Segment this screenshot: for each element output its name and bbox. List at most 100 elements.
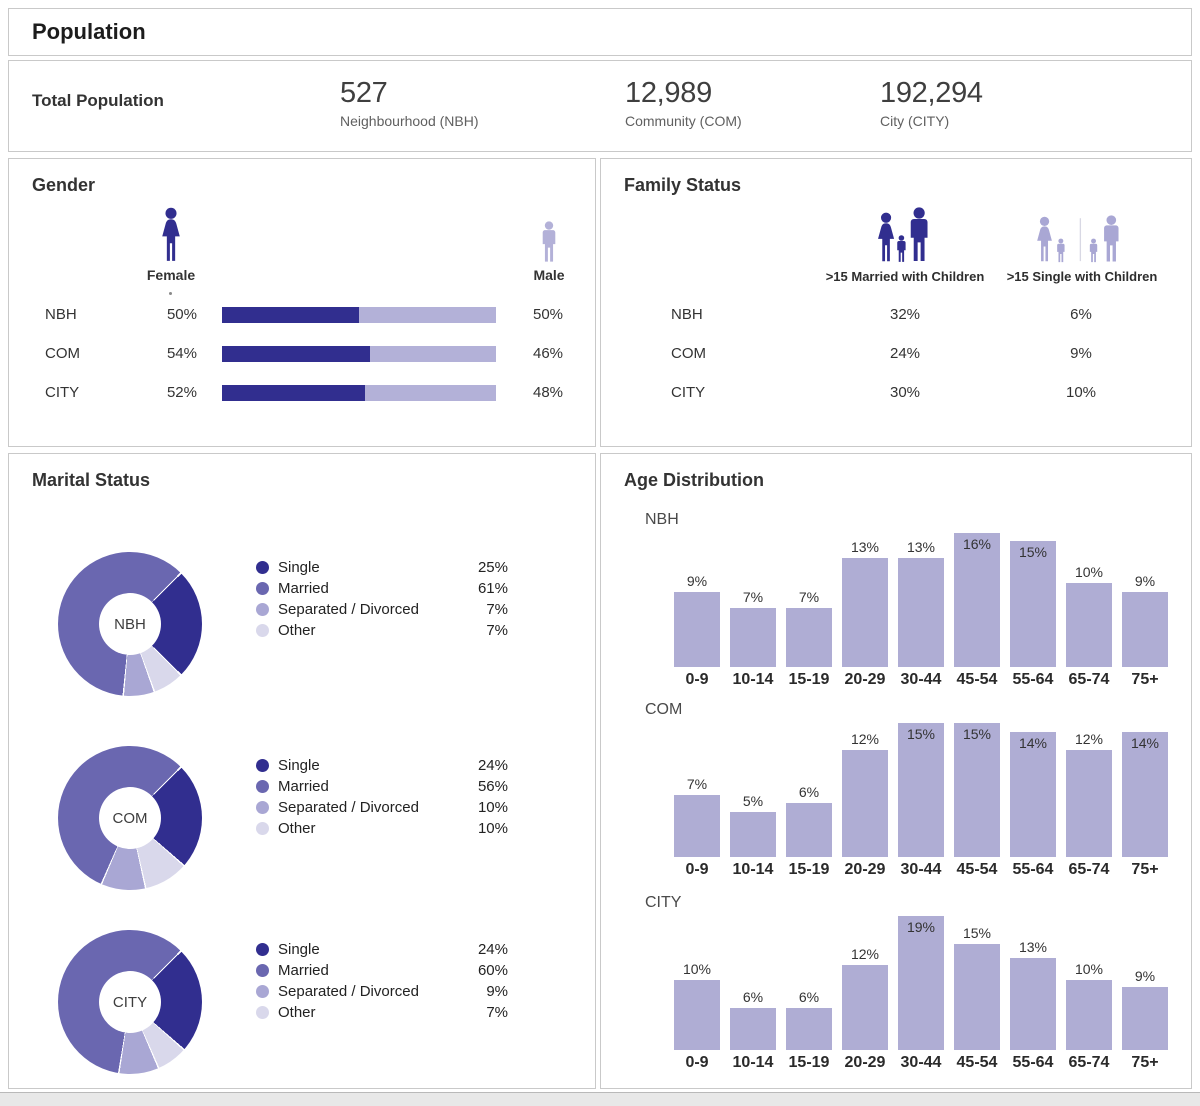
age-bar: 13%	[898, 539, 944, 667]
total-population-label: Total Population	[32, 91, 164, 110]
x-axis-label: 65-74	[1068, 671, 1110, 688]
age-bar-column: 10%	[1061, 961, 1117, 1050]
age-bar-value: 15%	[906, 726, 936, 742]
region-label: CITY	[45, 384, 80, 401]
legend-label: Single	[278, 941, 320, 958]
age-bar: 9%	[1122, 968, 1168, 1050]
age-bar-value: 9%	[686, 572, 708, 589]
age-chart-region-label: NBH	[645, 511, 679, 528]
x-axis-label: 55-64	[1012, 1054, 1054, 1071]
gender-stacked-bar	[222, 307, 496, 323]
age-bar-value: 10%	[1074, 564, 1104, 581]
legend-dot	[256, 1006, 269, 1019]
row-gender-family: Gender Female Male NBH 50% 50% COM 54% 46% CIT…	[8, 158, 1192, 447]
region-label: CITY	[671, 384, 706, 401]
legend-row: Single 24%	[256, 940, 508, 961]
family-status-row: NBH 32% 6%	[601, 306, 1191, 323]
age-bar-column: 19%	[893, 916, 949, 1050]
stat-label: Neighbourhood (NBH)	[340, 113, 479, 129]
age-bar: 7%	[674, 776, 720, 857]
legend-row: Other 7%	[256, 1003, 508, 1024]
legend-row: Separated / Divorced 7%	[256, 600, 508, 621]
age-bar-column: 7%	[725, 589, 781, 667]
marital-donut-nbh: NBH	[58, 552, 202, 696]
stat-label: Community (COM)	[625, 113, 742, 129]
age-bar-value: 10%	[1074, 960, 1104, 977]
single-with-children-label: >15 Single with Children	[1006, 269, 1158, 284]
legend-label: Separated / Divorced	[278, 983, 419, 1000]
age-chart-x-axis: 0-9 10-14 15-19 20-29 30-44 45-54 55-64 65-74 75…	[669, 861, 1173, 879]
age-bar: 6%	[786, 784, 832, 857]
legend-row: Separated / Divorced 10%	[256, 798, 508, 819]
single-percent: 9%	[1070, 345, 1092, 362]
age-bar-column: 7%	[781, 589, 837, 667]
age-bar-column: 5%	[725, 793, 781, 857]
age-bar-column: 6%	[725, 989, 781, 1050]
age-bar-value: 13%	[850, 539, 880, 556]
age-bar-value: 19%	[906, 919, 936, 935]
legend-dot	[256, 801, 269, 814]
legend-dot	[256, 561, 269, 574]
age-bar-column: 15%	[1005, 541, 1061, 667]
age-bar-value: 5%	[742, 793, 764, 810]
age-bar-column: 15%	[893, 723, 949, 857]
next-section-edge	[0, 1092, 1200, 1106]
male-bar-segment	[364, 385, 496, 401]
x-axis-label: 10-14	[732, 671, 774, 688]
age-chart-plot: 10% 6% 6% 12% 19% 15% 13% 10% 9%	[669, 890, 1173, 1050]
age-bar: 14%	[1122, 731, 1168, 857]
x-axis-label: 0-9	[685, 671, 709, 688]
female-percent: 52%	[166, 384, 197, 401]
marital-donut-com: COM	[58, 746, 202, 890]
single-with-children-icon	[1037, 215, 1119, 263]
age-bar: 15%	[898, 723, 944, 857]
gender-stacked-bar	[222, 346, 496, 362]
age-bar: 5%	[730, 793, 776, 857]
x-axis-label: 45-54	[956, 1054, 998, 1071]
legend-dot	[256, 943, 269, 956]
gender-row: NBH 50% 50%	[9, 306, 595, 323]
x-axis-label: 15-19	[788, 1054, 830, 1071]
legend-label: Married	[278, 962, 329, 979]
stat-value: 192,294	[880, 77, 983, 109]
married-with-children-icon	[878, 207, 928, 262]
legend-row: Married 60%	[256, 961, 508, 982]
age-bar: 12%	[842, 946, 888, 1050]
age-bar-value: 7%	[686, 775, 708, 792]
age-bar: 9%	[674, 573, 720, 667]
male-percent: 50%	[533, 306, 564, 323]
female-bar-segment	[222, 307, 359, 323]
x-axis-label: 55-64	[1012, 671, 1054, 688]
male-percent: 46%	[533, 345, 564, 362]
age-chart-region-label: COM	[645, 701, 683, 718]
male-bar-segment	[359, 307, 496, 323]
gender-row: CITY 52% 48%	[9, 384, 595, 401]
x-axis-label: 30-44	[900, 861, 942, 878]
male-label: Male	[533, 267, 565, 283]
age-chart-nbh: NBH 9% 7% 7% 13% 13% 16% 15% 10% 9% 0-9 10-14 15-19 2…	[601, 505, 1189, 695]
age-bar-value: 6%	[742, 988, 764, 1005]
legend-label: Other	[278, 622, 316, 639]
legend-value: 9%	[486, 983, 508, 1000]
legend-row: Married 61%	[256, 579, 508, 600]
age-bar-column: 15%	[949, 723, 1005, 857]
age-bar-value: 13%	[906, 539, 936, 556]
age-bar: 12%	[842, 731, 888, 857]
female-percent: 54%	[166, 345, 197, 362]
legend-value: 25%	[477, 559, 508, 576]
married-with-children-label: >15 Married with Children	[825, 269, 985, 284]
age-bar-value: 14%	[1130, 734, 1160, 751]
age-bar-column: 13%	[1005, 939, 1061, 1050]
age-bar: 14%	[1010, 731, 1056, 857]
marital-legend-nbh: Single 25% Married 61% Separated / Divorced 7…	[256, 558, 508, 642]
marital-donut-city: CITY	[58, 930, 202, 1074]
age-chart-region-label: CITY	[645, 894, 682, 911]
x-axis-label: 0-9	[685, 861, 709, 878]
legend-value: 10%	[477, 799, 508, 816]
married-percent: 32%	[889, 306, 921, 323]
legend-label: Married	[278, 778, 329, 795]
region-label: COM	[671, 345, 706, 362]
age-bar-value: 15%	[1018, 544, 1048, 561]
gender-title: Gender	[32, 175, 96, 195]
